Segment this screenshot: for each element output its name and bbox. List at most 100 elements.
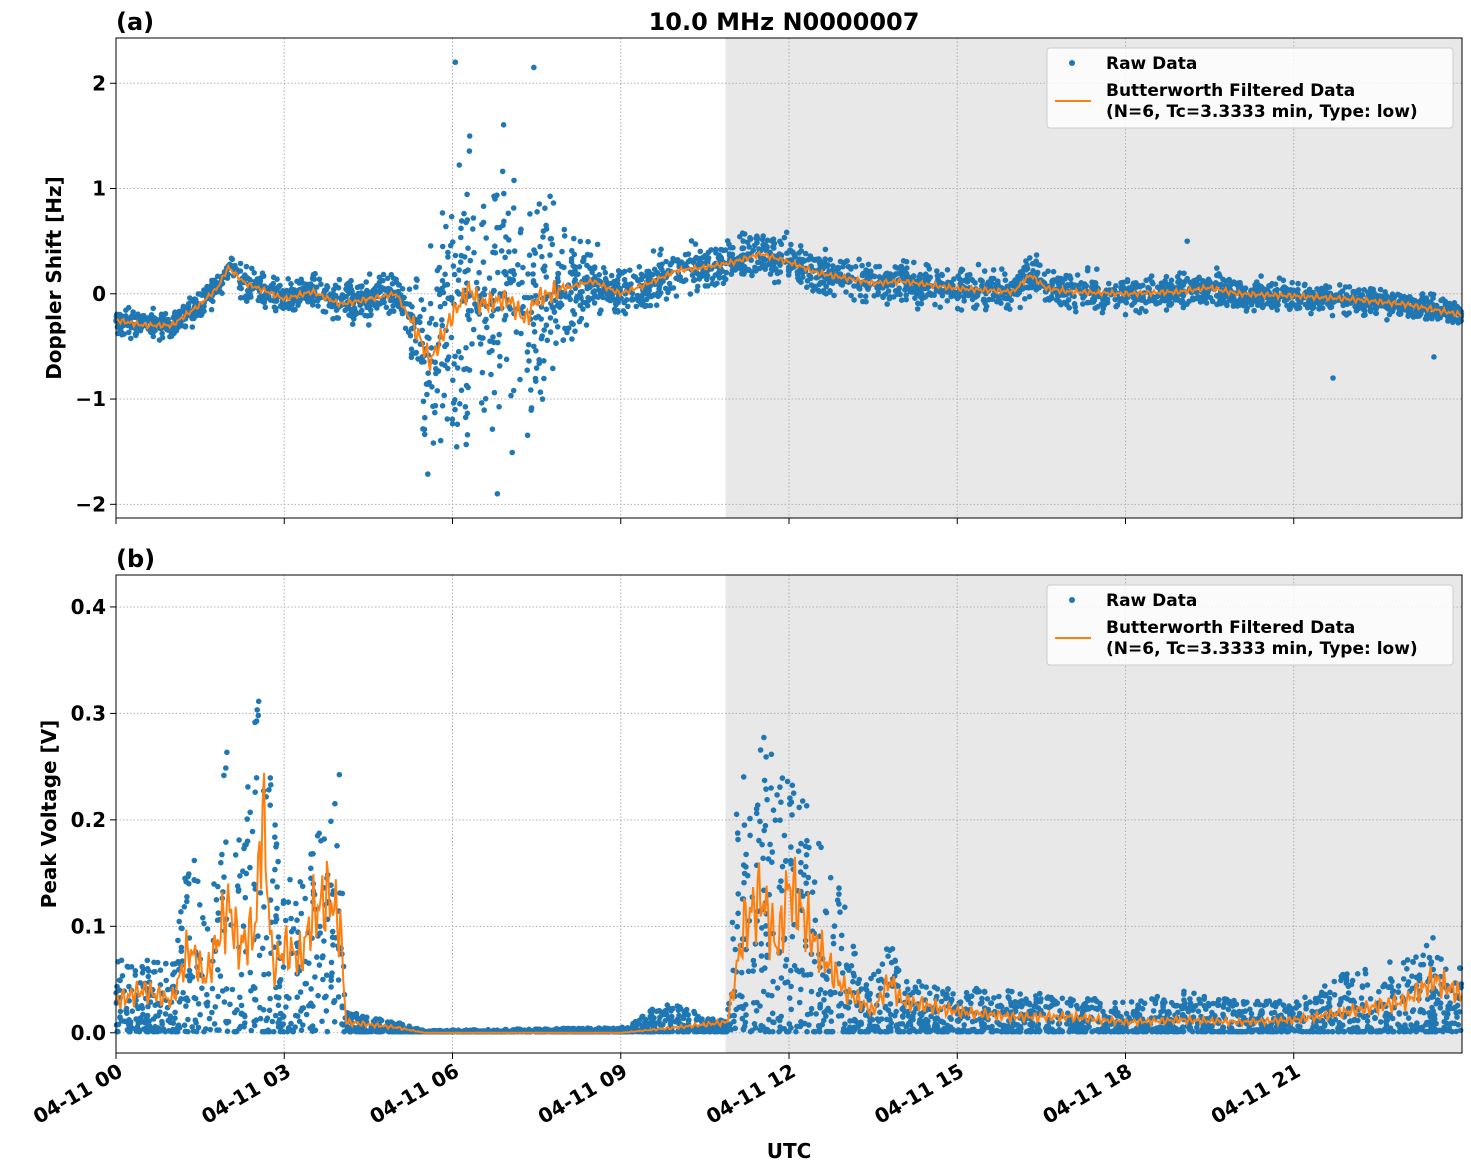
raw-data-point [973, 294, 979, 300]
raw-data-point [1051, 269, 1057, 275]
raw-data-point [425, 370, 431, 376]
raw-data-point [689, 238, 695, 244]
raw-data-point [263, 305, 269, 311]
raw-data-point [1009, 989, 1015, 995]
raw-data-point [205, 926, 211, 932]
raw-data-point [657, 252, 663, 258]
raw-data-point [512, 248, 518, 254]
raw-data-point [639, 302, 645, 308]
raw-data-point [550, 306, 556, 312]
raw-data-point [128, 336, 134, 342]
raw-data-point [717, 270, 723, 276]
raw-data-point [1295, 281, 1301, 287]
raw-data-point [1387, 312, 1393, 318]
raw-data-point [835, 265, 841, 271]
raw-data-point [545, 338, 551, 344]
raw-data-point [708, 247, 714, 253]
raw-data-point [555, 279, 561, 285]
raw-data-point [236, 837, 242, 843]
raw-data-point [465, 313, 471, 319]
raw-data-point [273, 306, 279, 312]
raw-data-point [126, 305, 132, 311]
raw-data-point [721, 275, 727, 281]
raw-data-point [584, 322, 590, 328]
raw-data-point [491, 340, 497, 346]
raw-data-point [283, 1004, 289, 1010]
raw-data-point [479, 400, 485, 406]
raw-data-point [735, 830, 741, 836]
raw-data-point [492, 196, 498, 202]
raw-data-point [782, 235, 788, 241]
raw-data-point [816, 288, 822, 294]
raw-data-point [864, 982, 870, 988]
raw-data-point [1361, 313, 1367, 319]
raw-data-point [117, 312, 123, 318]
raw-data-point [491, 288, 497, 294]
raw-data-point [385, 276, 391, 282]
raw-data-point [710, 281, 716, 287]
raw-data-point [798, 841, 804, 847]
raw-data-point [502, 255, 508, 261]
raw-data-point [359, 308, 365, 314]
legend-filtered-label: Butterworth Filtered Data [1106, 81, 1355, 101]
raw-data-point [1330, 375, 1336, 381]
raw-data-point [818, 280, 824, 286]
raw-data-point [778, 878, 784, 884]
raw-data-point [979, 279, 985, 285]
raw-data-point [758, 941, 764, 947]
raw-data-point [528, 387, 534, 393]
raw-data-point [1281, 285, 1287, 291]
raw-data-point [674, 293, 680, 299]
raw-data-point [1407, 294, 1413, 300]
raw-data-point [544, 274, 550, 280]
raw-data-point [654, 270, 660, 276]
raw-data-point [165, 317, 171, 323]
raw-data-point [548, 329, 554, 335]
raw-data-point [985, 996, 991, 1002]
raw-data-point [276, 1003, 282, 1009]
raw-data-point [804, 803, 810, 809]
raw-data-point [456, 267, 462, 273]
raw-data-point [409, 346, 415, 352]
raw-data-point [751, 247, 757, 253]
raw-data-point [1411, 314, 1417, 320]
raw-data-point [464, 366, 470, 372]
raw-data-point [197, 1012, 203, 1018]
raw-data-point [848, 293, 854, 299]
raw-data-point [561, 265, 567, 271]
raw-data-point [481, 259, 487, 265]
raw-data-point [119, 958, 125, 964]
raw-data-point [839, 946, 845, 952]
raw-data-point [816, 992, 822, 998]
raw-data-point [155, 1013, 161, 1019]
raw-data-point [616, 268, 622, 274]
raw-data-point [300, 884, 306, 890]
raw-data-point [1125, 277, 1131, 283]
raw-data-point [1365, 290, 1371, 296]
raw-data-point [1072, 301, 1078, 307]
raw-data-point [629, 296, 635, 302]
raw-data-point [777, 817, 783, 823]
raw-data-point [292, 307, 298, 313]
raw-data-point [379, 285, 385, 291]
raw-data-point [245, 295, 251, 301]
raw-data-point [472, 301, 478, 307]
raw-data-point [282, 305, 288, 311]
raw-data-point [288, 916, 294, 922]
raw-data-point [1203, 296, 1209, 302]
raw-data-point [1216, 292, 1222, 298]
raw-data-point [553, 340, 559, 346]
raw-data-point [315, 303, 321, 309]
raw-data-point [613, 309, 619, 315]
raw-data-point [496, 332, 502, 338]
raw-data-point [918, 272, 924, 278]
raw-data-point [251, 270, 257, 276]
raw-data-point [741, 880, 747, 886]
raw-data-point [1094, 266, 1100, 272]
raw-data-point [1431, 354, 1437, 360]
raw-data-point [895, 271, 901, 277]
raw-data-point [490, 426, 496, 432]
raw-data-point [1200, 278, 1206, 284]
raw-data-point [308, 866, 314, 872]
raw-data-point [810, 288, 816, 294]
